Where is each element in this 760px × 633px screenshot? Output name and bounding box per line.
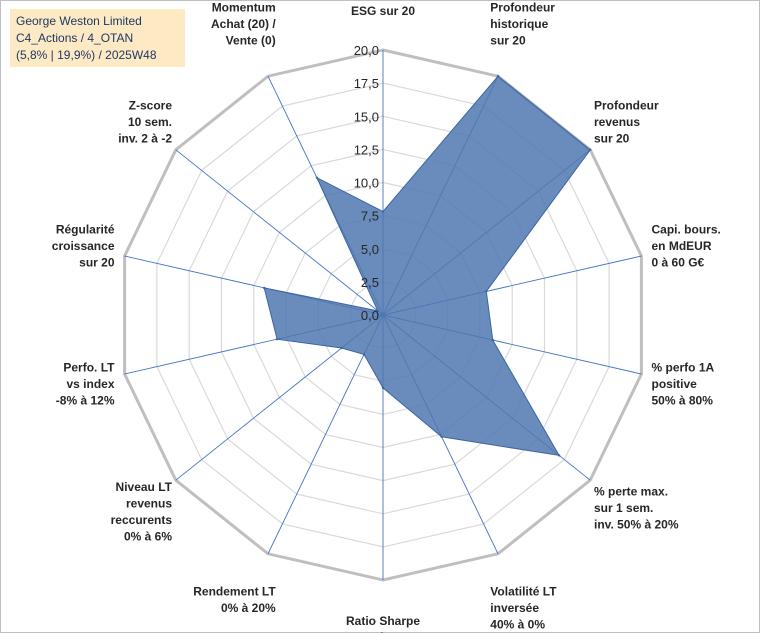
axis-label-line: Niveau LT: [116, 480, 173, 494]
tick-label: 12,5: [354, 142, 379, 157]
axis-label: Capi. bours. en MdEUR 0 à 60 G€: [652, 223, 721, 270]
tick-label: 2,5: [361, 275, 379, 290]
axis-label-line: Ratio Sharpe: [346, 614, 420, 628]
axis-label: Note ESG sur 20: [351, 0, 415, 18]
data-point: [381, 210, 385, 213]
axis-label-line: Régularité: [56, 223, 115, 237]
axis-label-line: positive: [652, 377, 698, 391]
axis-label-line: Z-score: [129, 99, 173, 113]
axis-label-line: inv. 2 à -2: [118, 132, 172, 146]
data-point: [376, 309, 379, 313]
axis-label-line: inversée: [490, 601, 539, 615]
axis-label-line: sur 20: [594, 132, 630, 146]
data-point: [315, 176, 319, 179]
axis-label-line: revenus: [126, 496, 172, 510]
data-point: [440, 435, 443, 438]
data-point: [362, 353, 366, 356]
axis-label: % perfo 1A positive 50% à 80%: [652, 360, 715, 407]
axis-label-line: 0% à 20%: [221, 601, 276, 615]
axis-label-line: % perfo 1A: [652, 360, 715, 374]
info-box: George Weston Limited C4_Actions / 4_OTA…: [10, 9, 185, 67]
axis-label-line: inv. 50% à 20%: [594, 518, 679, 532]
axis-label-line: -8% à 12%: [56, 393, 115, 407]
axis-label-line: revenus: [594, 115, 640, 129]
axis-label-line: Capi. bours.: [652, 223, 721, 237]
data-point: [263, 286, 266, 290]
axis-spoke: [175, 149, 384, 316]
tick-label: 5,0: [361, 242, 379, 257]
axis-label-line: 0 à 1: [370, 631, 397, 633]
axis-label-line: Perfo. LT: [63, 360, 115, 374]
tick-label: 15,0: [354, 109, 379, 124]
data-point: [340, 346, 343, 350]
data-point: [557, 454, 561, 457]
data-point: [381, 386, 385, 390]
data-point: [496, 75, 500, 78]
info-company: George Weston Limited: [16, 14, 142, 28]
axis-label: Profondeur historique sur 20: [490, 1, 555, 48]
axis-label-line: sur 20: [490, 34, 526, 48]
axis-label: Z-score 10 sem. inv. 2 à -2: [118, 99, 172, 146]
axis-label-line: vs index: [66, 377, 114, 391]
axis-label-line: Achat (20) /: [211, 17, 276, 31]
axis-label: Volatilité LT inversée 40% à 0%: [490, 585, 557, 632]
axis-label-line: sur 20: [79, 256, 115, 270]
axis-label-line: ESG sur 20: [351, 4, 415, 18]
axis-label-line: Rendement LT: [193, 585, 276, 599]
axis-label-line: Vente (0): [226, 34, 276, 48]
tick-label: 17,5: [354, 76, 379, 91]
axis-label-line: 10 sem.: [128, 115, 172, 129]
axis-label: Ratio Sharpe 0 à 1: [346, 614, 420, 633]
tick-label: 0,0: [361, 308, 379, 323]
axis-label-line: Momentum: [212, 1, 276, 15]
axis-label: Niveau LT revenus reccurents 0% à 6%: [111, 480, 173, 544]
axis-label-line: historique: [490, 17, 548, 31]
tick-label: 10,0: [354, 176, 379, 191]
axis-label-line: 0 à 60 G€: [652, 256, 705, 270]
axis-label-line: Volatilité LT: [490, 585, 557, 599]
axis-label: Rendement LT 0% à 20%: [193, 585, 276, 616]
axis-label-line: 50% à 80%: [652, 393, 714, 407]
data-area: [263, 75, 591, 457]
axis-label-line: reccurents: [111, 513, 173, 527]
axis-label-line: croissance: [52, 239, 115, 253]
tick-label: 7,5: [361, 209, 379, 224]
axis-label-line: 40% à 0%: [490, 618, 545, 632]
data-point: [589, 148, 592, 151]
data-point: [275, 338, 279, 341]
axis-label-line: Profondeur: [594, 99, 659, 113]
info-portfolio: C4_Actions / 4_OTAN: [16, 31, 134, 45]
axis-label-line: en MdEUR: [652, 239, 712, 253]
axis-label-line: 0% à 6%: [124, 529, 172, 543]
axis-label: Régularité croissance sur 20: [52, 223, 115, 270]
axis-label-line: sur 1 sem.: [594, 501, 653, 515]
axis-label: % perte max. sur 1 sem. inv. 50% à 20%: [594, 485, 679, 532]
axis-label-line: Profondeur: [490, 1, 555, 15]
data-point: [491, 338, 494, 342]
axis-label-line: % perte max.: [594, 485, 668, 499]
axis-label: Perfo. LT vs index -8% à 12%: [56, 360, 115, 407]
axis-label: Profondeur revenus sur 20: [594, 99, 659, 146]
axis-label-line: Note: [370, 0, 397, 2]
tick-label: 20,0: [354, 43, 379, 58]
axis-label: Momentum Achat (20) / Vente (0): [211, 1, 276, 48]
info-range-week: (5,8% | 19,9%) / 2025W48: [16, 48, 157, 62]
data-point: [485, 290, 488, 293]
